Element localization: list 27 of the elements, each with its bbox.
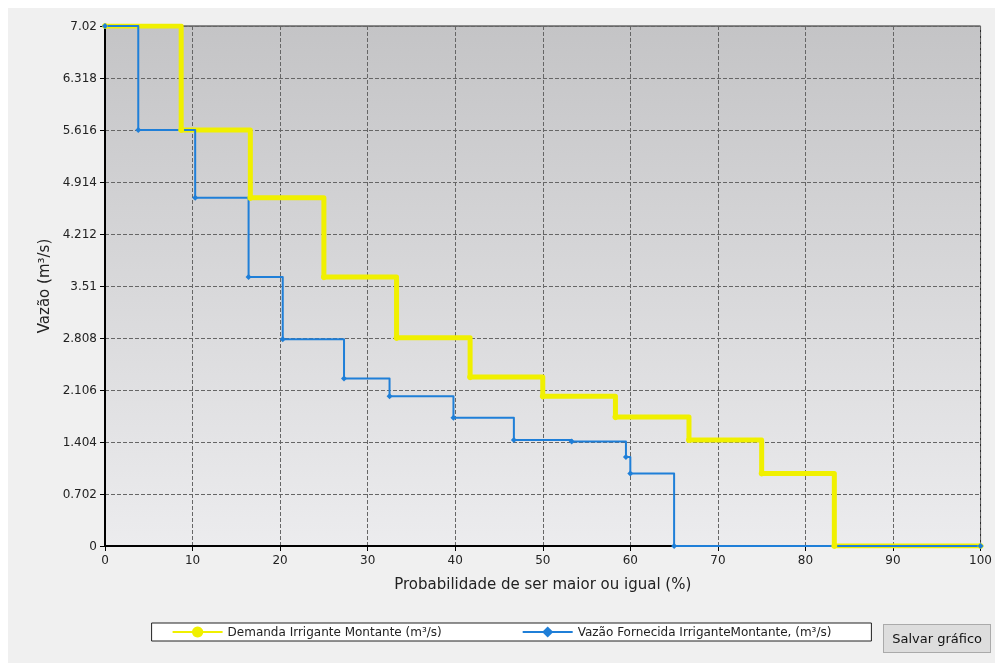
x-axis-title: Probabilidade de ser maior ou igual (%) (394, 574, 692, 593)
y-tick-label: 2.106 (62, 383, 97, 397)
y-tick-label: 1.404 (62, 435, 97, 449)
x-tick-label: 20 (272, 553, 288, 567)
y-axis-title: Vazão (m³/s) (35, 238, 54, 334)
legend-label: Vazão Fornecida IrriganteMontante, (m³/s) (577, 625, 832, 639)
x-tick-label: 0 (101, 553, 109, 567)
x-tick-label: 60 (622, 553, 638, 567)
y-tick-label: 4.212 (62, 227, 97, 241)
x-tick-label: 80 (797, 553, 814, 567)
y-tick-label: 6.318 (62, 71, 97, 85)
save-button: Salvar gráfico (883, 624, 991, 653)
x-tick-label: 10 (184, 553, 201, 567)
legend-label: Demanda Irrigante Montante (m³/s) (227, 625, 442, 639)
y-tick-label: 7.02 (70, 19, 97, 33)
x-tick-label: 50 (535, 553, 551, 567)
x-tick-label: 90 (885, 553, 901, 567)
y-tick-label: 2.808 (62, 331, 97, 345)
y-tick-label: 3.51 (70, 279, 97, 293)
y-tick-label: 0 (89, 539, 97, 553)
y-tick-label: 4.914 (62, 175, 97, 189)
x-tick-label: 100 (969, 553, 992, 567)
x-tick-label: 40 (447, 553, 463, 567)
y-tick-label: 5.616 (62, 123, 97, 137)
x-tick-label: 70 (710, 553, 726, 567)
y-tick-label: 0.702 (62, 487, 97, 501)
x-tick-label: 30 (360, 553, 376, 567)
